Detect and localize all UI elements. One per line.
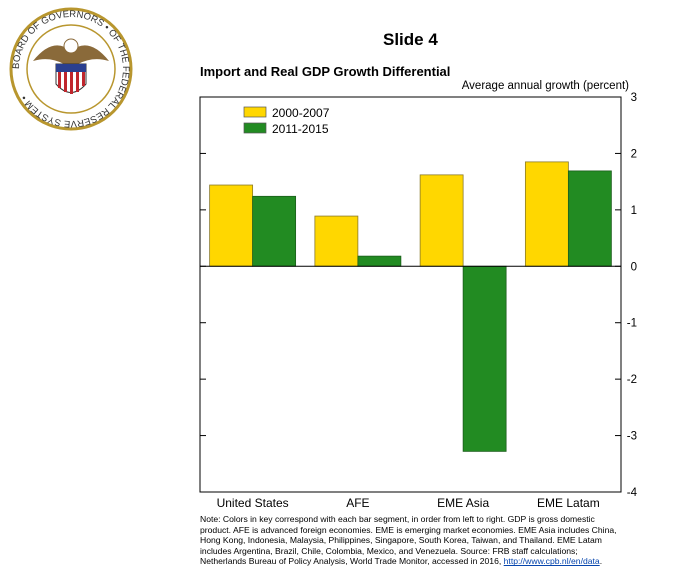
y-tick-label: 0 <box>631 261 637 273</box>
bar-2011-2015-afe <box>357 255 402 267</box>
note-text: Note: Colors in key correspond with each… <box>200 514 617 567</box>
y-tick-label: -3 <box>627 431 637 443</box>
y-tick-label: -2 <box>627 374 637 386</box>
legend-swatch <box>243 122 267 134</box>
note-end: . <box>599 556 603 567</box>
chart-title: Import and Real GDP Growth Differential <box>200 64 451 79</box>
x-tick-label: United States <box>217 496 289 510</box>
plot-frame <box>199 96 622 493</box>
bar-2011-2015-eme-asia <box>462 265 507 452</box>
x-tick-label: AFE <box>346 496 369 510</box>
x-tick-label: EME Latam <box>537 496 600 510</box>
x-tick-label: EME Asia <box>437 496 489 510</box>
bar-2000-2007-eme-latam <box>524 161 569 267</box>
bar-2011-2015-eme-latam <box>567 170 612 267</box>
chart-note: Note: Colors in key correspond with each… <box>200 514 620 567</box>
source-link[interactable]: http://www.cpb.nl/en/data <box>503 556 600 567</box>
bar-2000-2007-eme-asia <box>419 174 464 267</box>
bar-2011-2015-united-states <box>252 195 297 267</box>
federal-reserve-seal-logo: BOARD OF GOVERNORS • OF THE FEDERAL RESE… <box>9 7 133 131</box>
y-axis-label: Average annual growth (percent) <box>461 80 629 92</box>
bar-2000-2007-united-states <box>209 184 254 267</box>
bar-2000-2007-afe <box>314 215 359 267</box>
y-tick-label: -1 <box>627 318 637 330</box>
y-tick-label: -4 <box>627 487 638 499</box>
slide-label: Slide 4 <box>383 30 438 49</box>
y-tick-label: 2 <box>631 148 637 160</box>
legend-swatch <box>243 106 267 118</box>
legend-label: 2011-2015 <box>272 122 329 136</box>
legend-label: 2000-2007 <box>272 106 330 120</box>
y-tick-label: 3 <box>631 92 637 104</box>
y-tick-label: 1 <box>631 205 637 217</box>
